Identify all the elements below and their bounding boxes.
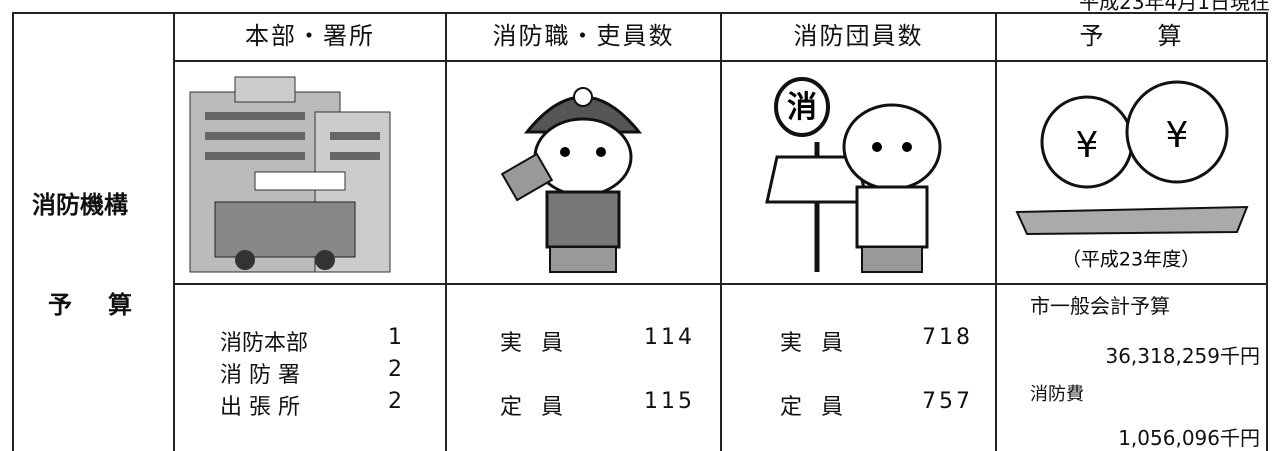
svg-text:¥: ¥ [1076, 125, 1099, 166]
sign-text: 消 [787, 90, 817, 125]
budget-amount: 36,318,259千円 [1105, 344, 1260, 368]
brigade-count: 757 [922, 389, 973, 414]
station-name: 消防本部 [220, 331, 309, 356]
budget-illustration: ¥ ¥ （平成23年度） [1015, 80, 1249, 271]
station-count: 1 [388, 325, 402, 350]
row-label: 消防機構 [32, 191, 128, 219]
svg-text:¥: ¥ [1166, 115, 1189, 156]
border [12, 12, 1268, 14]
border [12, 12, 14, 451]
staff-count: 115 [644, 389, 695, 414]
brigade-label: 定 員 [780, 395, 849, 420]
building-illustration [189, 76, 391, 273]
station-count: 2 [388, 389, 402, 414]
brigade-illustration: 消 [765, 77, 942, 273]
budget-amount: 1,056,096千円 [1118, 426, 1260, 450]
brigade-count: 718 [922, 325, 973, 350]
border [1266, 12, 1268, 451]
column-header: 予 算 [1079, 22, 1184, 50]
budget-label: 市一般会計予算 [1030, 294, 1170, 318]
staff-label: 定 員 [500, 395, 569, 420]
staff-count: 114 [644, 325, 695, 350]
row-label: 予 算 [48, 291, 138, 319]
budget-label: 消防費 [1030, 384, 1084, 405]
column-header: 消防職・吏員数 [492, 22, 675, 50]
as-of-date: 平成23年4月1日現在 [1079, 0, 1270, 14]
firefighter-illustration [500, 87, 643, 273]
station-name: 出 張 所 [220, 395, 300, 420]
budget-caption: （平成23年度） [1062, 249, 1200, 271]
border [445, 12, 447, 451]
brigade-label: 実 員 [780, 331, 849, 356]
border [720, 12, 722, 451]
border [995, 12, 997, 451]
column-header: 消防団員数 [793, 22, 924, 50]
staff-label: 実 員 [500, 331, 569, 356]
station-name: 消 防 署 [220, 363, 300, 388]
border [173, 12, 175, 451]
station-count: 2 [388, 357, 402, 382]
column-header: 本部・署所 [245, 22, 375, 50]
